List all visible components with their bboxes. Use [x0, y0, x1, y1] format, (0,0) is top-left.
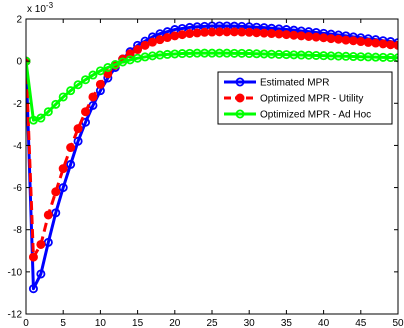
series-1-point — [81, 107, 91, 117]
series-1-point — [319, 33, 329, 43]
series-1-point — [326, 34, 336, 44]
x-tick-label: 50 — [392, 318, 404, 328]
series-1-point — [58, 164, 68, 174]
series-1-point — [200, 27, 210, 37]
legend: Estimated MPR Optimized MPR - Utility Opti… — [217, 71, 393, 125]
series-1-point — [185, 29, 195, 39]
series-1-point — [28, 252, 38, 262]
series-1-point — [259, 28, 269, 38]
series-2-point — [43, 107, 53, 117]
series-1-point — [267, 29, 277, 39]
x-tick-label: 10 — [95, 318, 107, 328]
x-tick-label: 20 — [169, 318, 181, 328]
series-1-point — [378, 39, 388, 49]
x-tick-label: 0 — [23, 318, 29, 328]
series-1-point — [304, 31, 314, 41]
y-tick-label: -4 — [13, 141, 22, 152]
series-1-point — [386, 40, 396, 50]
series-1-point — [229, 27, 239, 37]
legend-marker-1 — [235, 93, 245, 103]
series-1-point — [222, 27, 232, 37]
series-1-point — [281, 30, 291, 40]
series-1-point — [252, 28, 262, 38]
series-1-point — [356, 37, 366, 47]
series-0-point — [58, 183, 68, 193]
series-1-point — [140, 40, 150, 50]
series-1-point — [162, 33, 172, 43]
plot-area — [26, 21, 398, 294]
series-2-point — [110, 60, 120, 70]
series-2-point — [36, 113, 46, 123]
axes: 0 5 10 15 20 25 30 35 40 45 50 -12 -10 -8 -6 -4 -2 0 2 x 10… — [8, 1, 404, 328]
series-1-point — [43, 210, 53, 220]
x-tick-label: 30 — [244, 318, 256, 328]
series-2-point — [88, 70, 98, 80]
series-1-point — [88, 92, 98, 102]
x-tick-label: 45 — [355, 318, 367, 328]
series-1-point — [125, 49, 135, 59]
series-1-point — [207, 27, 217, 37]
series-2-point — [51, 99, 61, 109]
series-0-point — [66, 159, 76, 169]
series-2-point — [73, 80, 83, 90]
x-tick-label: 5 — [60, 318, 66, 328]
series-1-point — [311, 32, 321, 42]
series-1-point — [274, 29, 284, 39]
series-2-point — [66, 86, 76, 96]
series-1-point — [170, 31, 180, 41]
series-1-point — [51, 187, 61, 197]
y-tick-label: -12 — [8, 310, 23, 321]
series-0-point — [73, 136, 83, 146]
series-1-point — [155, 35, 165, 45]
series-1-point — [371, 38, 381, 48]
series-0-point — [28, 284, 38, 294]
y-tick-label: -8 — [13, 225, 22, 236]
legend-marker-2 — [235, 109, 245, 119]
series-1-point — [192, 28, 202, 38]
y-exponent-label: x 10-3 — [27, 1, 54, 15]
series-1-point — [363, 37, 373, 47]
y-tick-label: -10 — [8, 267, 23, 278]
series-2-point — [81, 75, 91, 85]
series-group — [26, 21, 398, 294]
series-1-point — [237, 27, 247, 37]
series-1-point — [341, 35, 351, 45]
y-tick-label: 0 — [16, 57, 22, 68]
y-tick-label: -6 — [13, 183, 22, 194]
series-1-point — [348, 36, 358, 46]
x-tick-label: 15 — [132, 318, 144, 328]
series-1-point — [214, 27, 224, 37]
x-tick-label: 35 — [281, 318, 293, 328]
series-1-point — [333, 34, 343, 44]
series-1-point — [244, 27, 254, 37]
x-tick-label: 25 — [206, 318, 218, 328]
legend-label-2: Optimized MPR - Ad Hoc — [260, 110, 371, 121]
series-2-point — [103, 62, 113, 72]
series-1-point — [296, 31, 306, 41]
series-1-point — [147, 37, 157, 47]
series-0-point — [36, 269, 46, 279]
series-1-point — [289, 30, 299, 40]
legend-marker-0 — [235, 77, 245, 87]
series-2-point — [95, 66, 105, 76]
series-1-point — [177, 30, 187, 40]
y-tick-label: -2 — [13, 99, 22, 110]
x-tick-label: 40 — [318, 318, 330, 328]
series-2-point — [58, 92, 68, 102]
y-tick-label: 2 — [16, 15, 22, 26]
legend-label-1: Optimized MPR - Utility — [260, 94, 363, 105]
series-1-point — [73, 124, 83, 134]
series-1-point — [66, 143, 76, 153]
legend-label-0: Estimated MPR — [260, 78, 329, 89]
series-1-point — [36, 239, 46, 249]
series-1-point — [133, 45, 143, 55]
series-1-point — [95, 79, 105, 89]
series-line-0 — [26, 24, 398, 291]
